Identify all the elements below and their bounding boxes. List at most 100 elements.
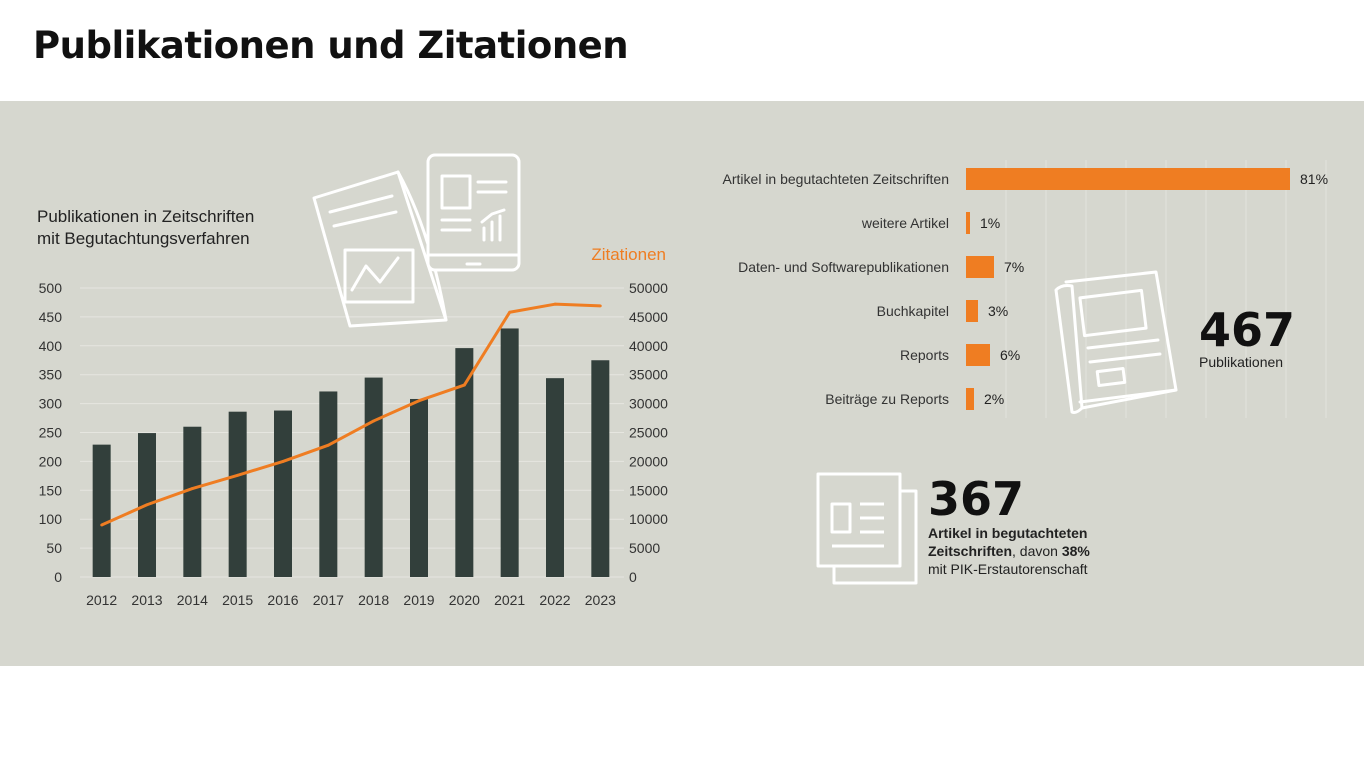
right-axis-tick-label: 45000 (629, 309, 668, 325)
publications-total: 467 Publikationen (1199, 307, 1295, 371)
year-tick-label: 2016 (267, 592, 298, 608)
right-axis-tick-label: 40000 (629, 338, 668, 354)
publication-bar (410, 398, 428, 577)
citations-point (236, 473, 240, 477)
year-tick-label: 2020 (449, 592, 480, 608)
publication-type-label: Daten- und Softwarepublikationen (738, 259, 949, 275)
year-tick-label: 2017 (313, 592, 344, 608)
publication-type-bar (966, 168, 1290, 190)
right-axis-tick-label: 35000 (629, 367, 668, 383)
publications-label: Publikationen (1199, 354, 1284, 370)
citations-point (462, 383, 466, 387)
year-tick-label: 2023 (585, 592, 616, 608)
left-chart-title-line: mit Begutachtungsverfahren (37, 229, 250, 248)
left-axis-tick-label: 100 (39, 511, 63, 527)
publication-bar (319, 391, 338, 577)
publication-type-label: Buchkapitel (877, 303, 949, 319)
publications-count: 467 (1199, 303, 1296, 357)
publication-type-bar (966, 388, 974, 410)
left-axis-tick-label: 150 (39, 482, 63, 498)
citations-point (508, 310, 512, 314)
year-tick-label: 2019 (403, 592, 434, 608)
publication-type-label: Beiträge zu Reports (825, 391, 949, 407)
left-chart-title: Publikationen in Zeitschriften mit Beguta… (37, 207, 254, 248)
right-axis-tick-label: 30000 (629, 396, 668, 412)
publications-citations-chart: Publikationen in Zeitschriften mit Beguta… (37, 207, 668, 608)
citations-point (598, 304, 602, 308)
right-axis-tick-label: 15000 (629, 482, 668, 498)
right-axis-ticks: 0 5000 10000 15000 20000 25000 30000 35000 40000… (629, 280, 668, 585)
right-chart-gridlines (1005, 160, 1327, 418)
citations-point (553, 302, 557, 306)
articles-total: 367 Artikel in begutachteten Zeitschrift… (928, 476, 1148, 578)
publication-bar (228, 411, 247, 577)
publication-type-label: Reports (900, 347, 949, 363)
citations-point (190, 487, 194, 490)
newspaper-icon (1054, 270, 1178, 414)
left-axis-tick-label: 400 (39, 338, 63, 354)
citations-point (100, 523, 104, 527)
page-title: Publikationen und Zitationen (33, 24, 629, 67)
right-axis-tick-label: 0 (629, 569, 637, 585)
publication-type-label: weitere Artikel (861, 215, 949, 231)
publication-bar (500, 328, 519, 577)
publication-type-value: 81% (1300, 171, 1328, 187)
right-axis-tick-label: 10000 (629, 511, 668, 527)
citations-point (145, 503, 149, 507)
publication-bars (92, 328, 610, 577)
articles-share: 38% (1061, 543, 1090, 559)
year-tick-label: 2015 (222, 592, 253, 608)
citations-point (372, 419, 376, 423)
publication-type-value-labels: 81% 1% 7% 3% 6% 2% (980, 171, 1328, 407)
year-tick-label: 2013 (131, 592, 162, 608)
publication-bar (591, 360, 610, 577)
left-axis-ticks: 0 50 100 150 200 250 300 350 400 450 500 (39, 280, 63, 585)
year-tick-label: 2014 (177, 592, 208, 608)
articles-label-tail: mit PIK-Erstautorenschaft (928, 561, 1088, 577)
publication-bar (92, 444, 111, 577)
right-axis-tick-label: 5000 (629, 540, 660, 556)
tablet-report-icon (426, 153, 521, 272)
articles-label: Artikel in begutachteten Zeitschriften (928, 525, 1088, 559)
publication-type-bars (966, 168, 1290, 410)
publication-type-bar (966, 344, 990, 366)
year-axis-ticks: 2012 2013 2014 2015 2016 2017 2018 2019 2020 2021… (86, 592, 616, 608)
publication-bar (455, 348, 474, 577)
articles-count: 367 (928, 472, 1025, 526)
left-axis-tick-label: 200 (39, 453, 63, 469)
left-axis-tick-label: 300 (39, 396, 63, 412)
publication-types-chart: Artikel in begutachteten Zeitschriften we… (723, 160, 1328, 418)
article-stack-icon (816, 472, 918, 585)
right-axis-tick-label: 25000 (629, 425, 668, 441)
year-tick-label: 2021 (494, 592, 525, 608)
left-axis-tick-label: 450 (39, 309, 63, 325)
right-axis-tick-label: 50000 (629, 280, 668, 296)
publication-bar (364, 377, 383, 577)
publication-bar (183, 426, 202, 577)
publication-type-bar (966, 300, 978, 322)
publication-type-value: 7% (1004, 259, 1024, 275)
publication-type-label: Artikel in begutachteten Zeitschriften (723, 171, 949, 187)
left-axis-tick-label: 0 (54, 569, 62, 585)
left-axis-tick-label: 50 (46, 540, 62, 556)
citations-point (417, 399, 421, 403)
articles-label-sep: , davon (1012, 543, 1062, 559)
articles-description: Artikel in begutachteten Zeitschriften, … (928, 524, 1148, 578)
citations-point (281, 460, 285, 463)
left-axis-tick-label: 250 (39, 425, 63, 441)
left-chart-title-line: Publikationen in Zeitschriften (37, 207, 254, 226)
right-axis-label: Zitationen (591, 245, 666, 264)
document-chart-icon (312, 170, 448, 328)
year-tick-label: 2012 (86, 592, 117, 608)
infographic-panel (0, 101, 1364, 666)
left-axis-tick-label: 500 (39, 280, 63, 296)
publication-type-value: 1% (980, 215, 1000, 231)
publication-type-bar (966, 256, 994, 278)
publication-type-value: 6% (1000, 347, 1020, 363)
citations-point (326, 443, 330, 447)
publication-type-value: 3% (988, 303, 1008, 319)
publication-type-labels: Artikel in begutachteten Zeitschriften we… (723, 171, 949, 407)
publication-bar (546, 378, 564, 577)
citations-line (100, 302, 602, 527)
